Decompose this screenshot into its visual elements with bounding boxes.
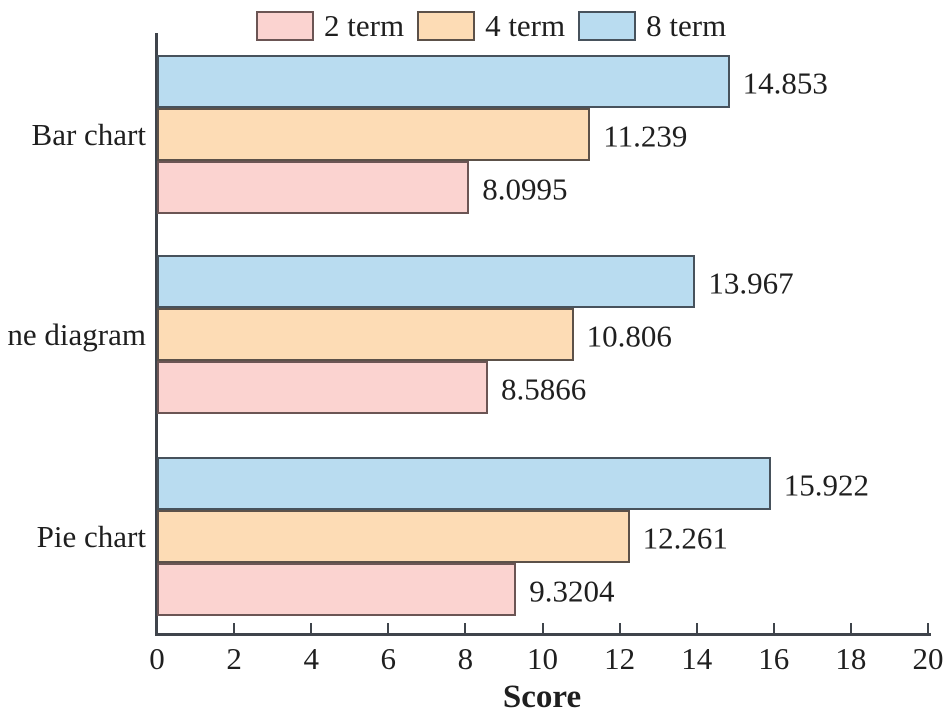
x-axis-line	[155, 633, 931, 636]
x-tick-label: 12	[604, 641, 636, 676]
x-tick	[156, 623, 158, 633]
x-tick	[927, 623, 929, 633]
bar	[157, 308, 574, 361]
bar-value-label: 9.3204	[529, 573, 615, 608]
legend: 2 term 4 term 8 term	[256, 9, 739, 43]
x-tick-label: 18	[835, 641, 867, 676]
x-tick-label: 16	[758, 641, 790, 676]
legend-swatch-4-term	[417, 11, 476, 41]
x-tick	[464, 623, 467, 633]
bar	[157, 108, 591, 161]
legend-label-2-term: 2 term	[324, 8, 405, 43]
bar	[157, 457, 771, 510]
x-tick-label: 0	[149, 641, 165, 676]
legend-swatch-2-term	[256, 11, 314, 41]
category-label: ne diagram	[7, 316, 146, 352]
bar	[157, 255, 696, 308]
x-tick	[387, 623, 390, 633]
legend-item-8-term: 8 term	[578, 9, 726, 43]
category-label: Bar chart	[31, 116, 146, 152]
x-tick	[618, 623, 621, 633]
bar	[157, 510, 630, 563]
x-tick-label: 8	[457, 641, 474, 676]
bar-value-label: 8.0995	[482, 171, 568, 206]
bar	[157, 563, 517, 616]
x-tick	[772, 623, 775, 633]
x-tick-label: 20	[912, 641, 944, 676]
bar-value-label: 11.239	[603, 118, 688, 153]
bar-value-label: 14.853	[742, 65, 828, 100]
bar	[157, 55, 730, 108]
bar-value-label: 15.922	[783, 467, 870, 502]
x-tick-label: 4	[303, 641, 319, 676]
x-tick-label: 10	[527, 641, 558, 676]
bar	[157, 161, 470, 214]
x-tick	[695, 623, 698, 633]
bar-value-label: 8.5866	[501, 371, 587, 406]
x-axis-title: Score	[502, 679, 582, 715]
legend-label-8-term: 8 term	[646, 8, 727, 43]
bar-value-label: 12.261	[642, 520, 728, 555]
x-tick	[310, 623, 313, 633]
x-tick-label: 14	[681, 641, 713, 676]
category-label: Pie chart	[36, 518, 146, 554]
bar-value-label: 10.806	[586, 318, 672, 353]
x-tick-label: 2	[226, 641, 242, 676]
x-tick	[849, 623, 852, 633]
legend-label-4-term: 4 term	[485, 8, 566, 43]
legend-item-2-term: 2 term	[256, 9, 404, 43]
legend-item-4-term: 4 term	[417, 9, 565, 43]
x-tick	[233, 623, 236, 633]
bar-value-label: 13.967	[708, 265, 794, 300]
y-axis-line	[155, 33, 158, 634]
legend-swatch-8-term	[578, 11, 637, 41]
x-tick-label: 6	[380, 641, 397, 676]
bar	[157, 361, 488, 414]
x-tick	[541, 623, 544, 633]
